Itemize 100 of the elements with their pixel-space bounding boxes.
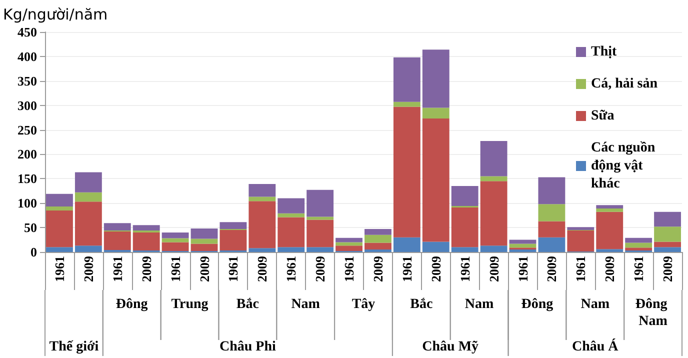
- text: Nam: [580, 297, 610, 312]
- x-tick-label: 1961: [168, 256, 183, 282]
- bar: [422, 50, 450, 108]
- bar: [336, 238, 362, 242]
- bar: [46, 210, 73, 248]
- legend-label: Các nguồn động vật khác: [591, 140, 659, 192]
- bar: [104, 231, 131, 250]
- bar: [625, 248, 652, 251]
- y-axis-title: Kg/người/năm: [3, 6, 108, 24]
- bar: [422, 108, 450, 119]
- bar: [162, 242, 189, 252]
- x-tick-label: 1961: [284, 256, 299, 282]
- bar: [422, 118, 450, 242]
- text: Châu Phi: [219, 340, 276, 354]
- bar: [190, 228, 218, 239]
- bar: [132, 225, 160, 230]
- x-tick-label: 2009: [660, 256, 676, 282]
- bar: [306, 247, 334, 252]
- bar: [248, 184, 276, 197]
- bar: [451, 186, 478, 206]
- y-tick-label: 200: [18, 146, 37, 162]
- bar: [278, 213, 305, 218]
- y-tick-label: 100: [18, 196, 37, 211]
- bar: [654, 247, 681, 252]
- text: Đông Nam: [635, 297, 671, 329]
- bar: [596, 208, 624, 212]
- bar: [46, 194, 73, 207]
- bar: [596, 249, 624, 252]
- legend-label: Sữa: [591, 108, 614, 124]
- text: Nam: [464, 297, 494, 312]
- bar: [625, 238, 652, 243]
- bar: [306, 220, 334, 248]
- bar: [306, 190, 334, 217]
- x-tick-label: 2009: [312, 256, 328, 282]
- bar: [46, 247, 73, 252]
- x-tick-label: 1961: [573, 256, 588, 282]
- x-tick-label: 1961: [631, 256, 646, 282]
- x-tick-label: 2009: [196, 256, 212, 282]
- y-tick-label: 300: [18, 98, 37, 113]
- bar: [336, 246, 362, 252]
- bar: [278, 217, 305, 248]
- x-tick-label: 2009: [80, 256, 96, 282]
- bar: [46, 206, 73, 210]
- text: Tây: [352, 297, 376, 312]
- text: Trung: [171, 297, 208, 312]
- x-tick-label: 1961: [110, 256, 125, 282]
- bar: [74, 246, 102, 252]
- x-tick-label: 1961: [399, 256, 414, 282]
- bar: [162, 232, 189, 238]
- bar: [220, 230, 247, 251]
- y-tick-label: 50: [24, 220, 37, 236]
- bar: [538, 204, 566, 222]
- legend-label: Thịt: [591, 44, 618, 60]
- x-tick-label: 1961: [226, 256, 241, 282]
- y-tick-label: 400: [18, 48, 37, 64]
- bar: [654, 242, 681, 248]
- y-tick-label: 450: [18, 24, 37, 40]
- bar: [336, 242, 362, 246]
- bar: [190, 238, 218, 244]
- bar: [538, 221, 566, 238]
- bar: [654, 226, 681, 242]
- bar: [596, 205, 624, 208]
- x-tick-label: 2009: [486, 256, 502, 282]
- bar: [393, 102, 420, 107]
- bar: [104, 223, 131, 230]
- x-tick-label: 2009: [138, 256, 154, 282]
- bar: [538, 177, 566, 204]
- x-tick-label: 1961: [52, 256, 67, 282]
- bar: [451, 247, 478, 252]
- text: Đông: [521, 297, 554, 312]
- y-tick-label: 350: [18, 73, 37, 88]
- x-tick-label: 2009: [370, 256, 386, 282]
- y-tick-label: 150: [18, 171, 37, 186]
- x-tick-label: 2009: [602, 256, 618, 282]
- bar: [480, 141, 508, 176]
- bar: [364, 229, 392, 235]
- bar: [567, 227, 594, 230]
- bar: [509, 244, 536, 248]
- legend-label: Cá, hải sản: [591, 76, 658, 92]
- bar: [278, 247, 305, 252]
- bar: [248, 248, 276, 252]
- bar: [364, 242, 392, 250]
- x-tick-label: 1961: [342, 256, 357, 282]
- text: Châu Mỹ: [422, 340, 479, 354]
- bar: [248, 196, 276, 202]
- y-tick-label: 250: [18, 122, 37, 138]
- bar: [480, 176, 508, 182]
- bar: [451, 208, 478, 248]
- x-tick-label: 2009: [428, 256, 444, 282]
- bar: [364, 234, 392, 243]
- text: Bắc: [410, 297, 433, 312]
- bar: [190, 244, 218, 252]
- bar: [220, 222, 247, 230]
- bar: [596, 212, 624, 250]
- text: Nam: [291, 297, 320, 312]
- x-tick-label: 1961: [515, 256, 530, 282]
- y-tick-label: 0: [30, 244, 37, 260]
- bar: [162, 238, 189, 242]
- bar: [74, 172, 102, 192]
- bar: [422, 242, 450, 252]
